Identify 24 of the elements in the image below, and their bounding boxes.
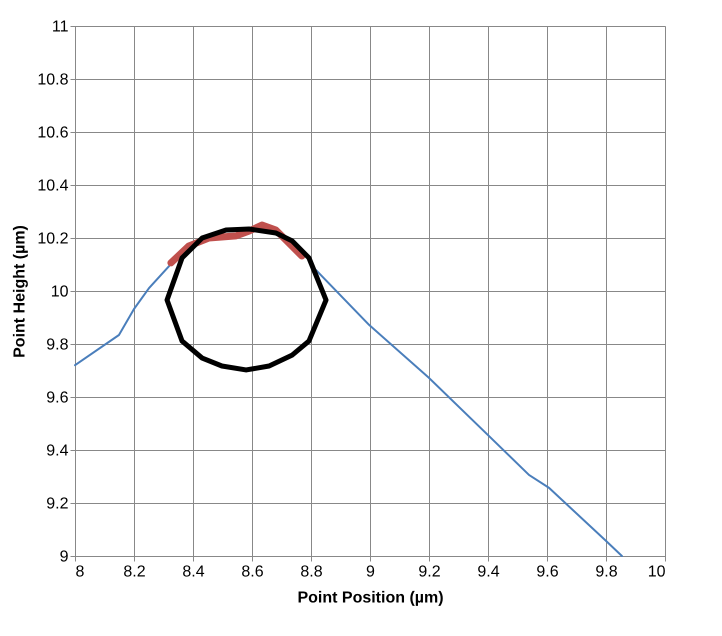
x-tick-label: 9 [366,564,376,580]
x-tick-label: 9.6 [536,564,559,580]
x-tick-label: 8.2 [123,564,146,580]
x-tick-label: 9.2 [418,564,441,580]
x-tick-label: 8 [76,564,84,580]
y-axis-title: Point Height (µm) [11,225,28,358]
y-tick-label: 9.6 [46,390,69,406]
x-axis-title: Point Position (µm) [297,590,444,606]
x-tick-label: 8.4 [182,564,205,580]
y-tick-label: 10.8 [37,72,69,88]
y-tick-label: 9 [60,548,69,566]
y-tick-label: 9.2 [46,496,69,512]
x-tick-label: 8.6 [241,564,264,580]
x-tick-label: 9.8 [595,564,618,580]
x-tick-label: 10 [648,564,666,580]
y-tick-label: 10.2 [37,230,69,248]
y-tick-label: 9.8 [46,336,69,354]
y-tick-label: 10 [50,284,69,300]
x-tick-label: 9.4 [477,564,500,580]
y-tick-label: 11 [52,18,69,36]
y-tick-label: 10.6 [37,124,69,142]
y-tick-label: 10.4 [37,178,69,194]
x-tick-label: 8.8 [300,564,323,580]
y-tick-label: 9.4 [46,442,69,460]
